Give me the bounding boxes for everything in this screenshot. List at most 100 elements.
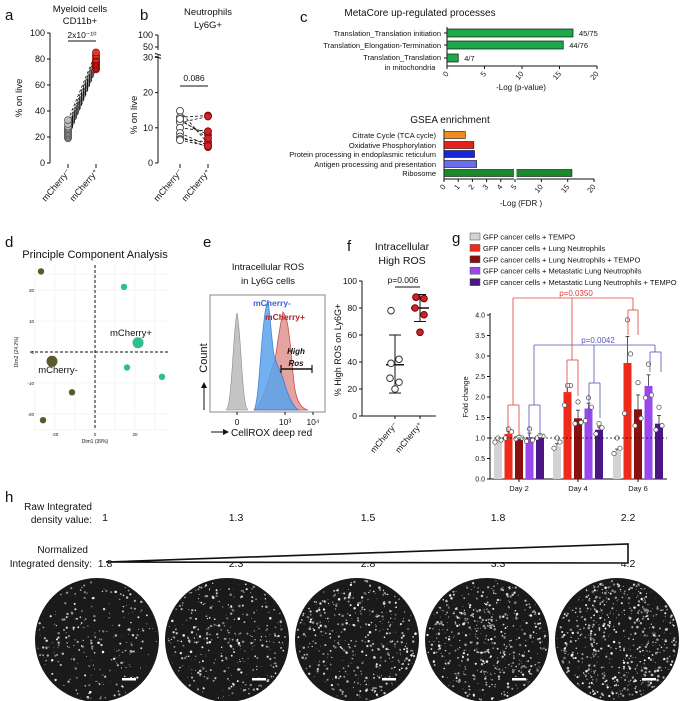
speckle	[593, 684, 595, 686]
speckle	[182, 644, 185, 647]
speckle	[241, 604, 244, 607]
speckle	[483, 611, 486, 613]
x-tick-label: Day 4	[568, 484, 588, 493]
speckle	[669, 655, 671, 657]
speckle	[212, 596, 215, 599]
speckle	[328, 632, 331, 635]
speckle	[382, 594, 384, 596]
speckle	[643, 654, 645, 656]
speckle	[379, 667, 381, 669]
speckle	[592, 656, 594, 658]
speckle	[584, 673, 586, 676]
speckle	[269, 616, 272, 620]
speckle	[432, 651, 436, 655]
speckle	[446, 599, 448, 601]
speckle	[609, 634, 611, 636]
speckle	[355, 674, 357, 676]
speckle	[381, 615, 384, 618]
speckle	[455, 590, 457, 592]
panel-f-subtitle: High ROS	[378, 255, 425, 267]
speckle	[315, 610, 319, 613]
speckle	[241, 640, 245, 644]
speckle	[628, 602, 630, 605]
speckle	[333, 593, 337, 596]
speckle	[503, 671, 505, 674]
microscopy-image	[555, 578, 679, 701]
speckle	[607, 616, 610, 619]
speckle	[410, 654, 413, 657]
speckle	[613, 684, 616, 687]
speckle	[347, 600, 350, 603]
speckle	[612, 640, 616, 644]
speckle	[173, 654, 175, 656]
speckle	[245, 588, 248, 591]
speckle	[232, 648, 235, 650]
speckle	[557, 646, 559, 648]
speckle	[368, 584, 372, 587]
speckle	[599, 608, 601, 610]
speckle	[118, 598, 121, 601]
speckle	[39, 634, 41, 636]
point-mcherry-neg	[176, 136, 184, 145]
speckle	[269, 640, 271, 642]
speckle	[623, 649, 625, 652]
speckle	[57, 632, 60, 635]
speckle	[196, 688, 200, 691]
speckle	[602, 613, 603, 614]
speckle	[381, 611, 383, 614]
speckle	[71, 611, 73, 613]
speckle	[468, 693, 471, 696]
speckle	[385, 593, 387, 596]
speckle	[38, 622, 41, 625]
speckle	[453, 636, 455, 638]
data-point	[642, 395, 649, 401]
speckle	[354, 674, 357, 676]
speckle	[388, 648, 390, 650]
speckle	[256, 657, 259, 660]
speckle	[641, 644, 643, 646]
speckle	[443, 667, 446, 670]
speckle	[365, 683, 368, 686]
speckle	[202, 691, 204, 693]
speckle	[377, 695, 379, 697]
data-point	[508, 429, 515, 435]
speckle	[627, 665, 630, 668]
speckle	[500, 630, 503, 633]
speckle	[454, 622, 457, 625]
speckle	[509, 595, 512, 598]
speckle	[586, 610, 588, 612]
speckle	[522, 673, 525, 676]
speckle	[350, 639, 353, 642]
speckle	[609, 662, 610, 664]
speckle	[223, 696, 224, 697]
speckle	[115, 683, 118, 686]
data-point	[659, 423, 665, 429]
speckle	[53, 651, 55, 653]
speckle	[630, 660, 633, 664]
data-point	[420, 310, 428, 319]
speckle	[104, 697, 107, 699]
speckle	[341, 693, 344, 696]
speckle	[444, 649, 447, 652]
speckle	[123, 675, 126, 678]
speckle	[322, 672, 326, 675]
data-point	[635, 380, 641, 386]
speckle	[374, 657, 376, 659]
speckle	[622, 694, 625, 697]
speckle	[329, 604, 331, 606]
speckle	[337, 641, 340, 644]
pair-line	[67, 52, 97, 121]
speckle	[112, 624, 114, 626]
speckle	[255, 598, 257, 601]
speckle	[616, 680, 619, 683]
speckle	[649, 651, 651, 653]
speckle	[509, 585, 511, 588]
speckle	[254, 645, 256, 646]
speckle	[265, 640, 268, 643]
speckle	[319, 624, 323, 627]
speckle	[515, 684, 517, 686]
speckle	[381, 645, 385, 648]
speckle	[591, 626, 594, 628]
speckle	[480, 655, 482, 657]
speckle	[466, 694, 469, 697]
